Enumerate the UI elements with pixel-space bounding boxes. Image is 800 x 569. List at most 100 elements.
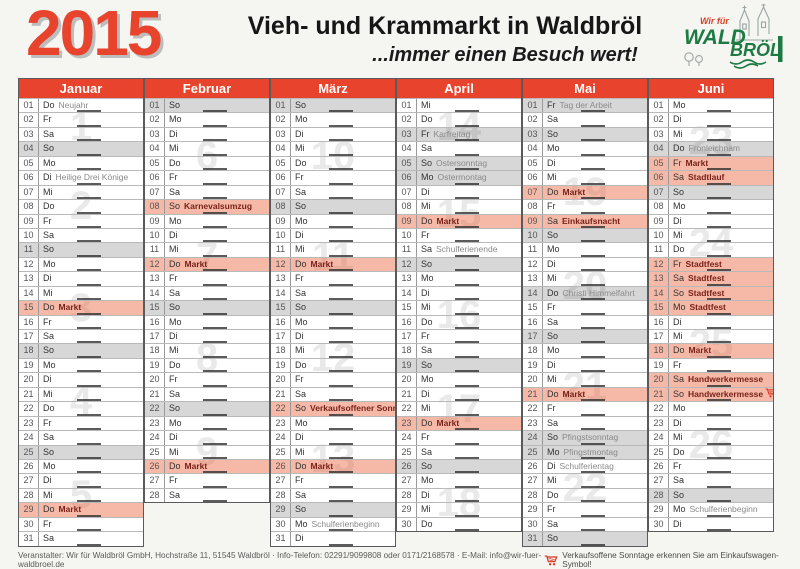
day-number: 18 xyxy=(145,344,165,358)
weekday-label: Mi xyxy=(673,229,683,240)
event-label: Markt xyxy=(58,302,82,313)
weekday-label: Sa xyxy=(673,475,685,486)
weekday-label: Sa xyxy=(43,432,55,443)
day-number: 24 xyxy=(649,431,669,445)
day-cell: Di xyxy=(543,359,647,373)
day-cell: Sa xyxy=(543,113,647,127)
day-row: 05 Do xyxy=(145,155,269,171)
weekday-label: Di xyxy=(169,331,178,341)
day-row: 03 Sa xyxy=(19,126,143,142)
day-row: 23 Mo xyxy=(271,415,395,431)
weekday-label: So xyxy=(43,446,55,457)
weekday-label: Mi xyxy=(169,143,179,154)
weekday-label: So xyxy=(421,460,433,471)
day-number: 07 xyxy=(523,185,543,200)
day-cell: Fr xyxy=(165,373,269,387)
day-cell: Mi xyxy=(669,229,773,243)
weekday-label: Do xyxy=(421,417,433,428)
day-number: 21 xyxy=(19,387,39,402)
day-cell: Do Markt xyxy=(669,344,773,358)
event-label: Stadtfest xyxy=(688,273,725,284)
weekday-label: Di xyxy=(547,359,556,370)
day-number: 06 xyxy=(145,171,165,185)
day-cell: Mi xyxy=(291,243,395,257)
day-cell: Di xyxy=(669,316,773,329)
weekday-label: Sa xyxy=(421,244,433,255)
weekday-label: Di xyxy=(673,316,682,327)
day-cell: So Karnevalsumzug xyxy=(165,200,269,214)
day-cell: Mo xyxy=(291,215,395,228)
event-label: Schulferienende xyxy=(436,244,498,255)
day-row: 09 Do Markt xyxy=(397,213,521,228)
weekday-label: Fr xyxy=(421,432,430,443)
day-row: 19 Fr xyxy=(649,357,773,373)
day-number: 10 xyxy=(271,228,291,243)
day-row: 19 Mo xyxy=(19,357,143,373)
day-number: 09 xyxy=(649,214,669,228)
weekday-label: Fr xyxy=(295,374,304,385)
weekday-label: Do xyxy=(169,258,181,269)
weekday-label: Mo xyxy=(673,302,686,313)
weekday-label: Mi xyxy=(169,446,179,457)
weekday-label: So xyxy=(421,157,433,168)
day-cell: Fr xyxy=(291,272,395,286)
day-row: 06 Fr xyxy=(145,170,269,185)
day-number: 22 xyxy=(649,402,669,416)
day-number: 28 xyxy=(271,488,291,503)
day-row: 01 Fr Tag der Arbeit xyxy=(523,98,647,113)
day-cell: Sa xyxy=(165,388,269,402)
logo-waves xyxy=(729,36,783,69)
day-number: 05 xyxy=(145,156,165,171)
day-number: 19 xyxy=(649,358,669,373)
weekday-label: Mi xyxy=(673,432,683,443)
day-cell: Mo xyxy=(39,258,143,272)
day-number: 09 xyxy=(19,214,39,228)
day-row: 05 Di xyxy=(523,155,647,171)
day-number: 14 xyxy=(397,286,417,301)
day-row: 14 Mi xyxy=(19,285,143,301)
day-number: 03 xyxy=(19,127,39,142)
day-cell: Mi xyxy=(39,287,143,301)
weekday-label: Fr xyxy=(43,316,52,327)
day-row: 08 Fr xyxy=(523,199,647,214)
weekday-label: Fr xyxy=(673,359,682,370)
day-number: 13 xyxy=(523,272,543,286)
day-number: 12 xyxy=(523,257,543,272)
day-number: 19 xyxy=(523,358,543,373)
day-row: 08 So xyxy=(271,199,395,214)
weekday-label: So xyxy=(169,100,181,110)
day-number: 15 xyxy=(271,301,291,315)
event-label: Christi Himmelfahrt xyxy=(562,287,635,298)
day-cell: Do Markt xyxy=(39,503,143,517)
weekday-label: Sa xyxy=(673,273,685,284)
weekday-label: Mo xyxy=(421,374,434,385)
day-number: 11 xyxy=(145,243,165,257)
day-row: 05 So Ostersonntag xyxy=(397,155,521,171)
day-number: 07 xyxy=(649,185,669,200)
day-number: 30 xyxy=(649,517,669,532)
logo-word-broel: BRÖL xyxy=(730,40,781,60)
day-number: 24 xyxy=(19,431,39,445)
day-number: 09 xyxy=(145,214,165,228)
day-row: 03 Di xyxy=(145,126,269,142)
day-row: 13 Fr xyxy=(271,271,395,286)
day-row: 27 Fr xyxy=(145,473,269,488)
day-row: 02 Fr xyxy=(19,112,143,127)
day-row: 24 Di xyxy=(145,430,269,445)
day-number: 14 xyxy=(145,286,165,301)
day-number: 24 xyxy=(397,431,417,445)
day-cell: Mo xyxy=(543,142,647,156)
weekday-label: Mo xyxy=(547,244,560,255)
day-cell: Do xyxy=(417,518,521,532)
month-header: Mai xyxy=(523,79,647,98)
weekday-label: So xyxy=(673,186,685,197)
weekday-label: So xyxy=(43,143,55,154)
day-cell: Do Fronleichnam xyxy=(669,142,773,156)
day-number: 15 xyxy=(523,301,543,315)
day-number: 31 xyxy=(271,532,291,546)
day-cell: So xyxy=(543,229,647,243)
event-label: Verkaufsoffener Sonntag xyxy=(310,403,395,414)
day-number: 21 xyxy=(649,387,669,402)
day-number: 09 xyxy=(523,214,543,228)
day-number: 05 xyxy=(523,156,543,171)
